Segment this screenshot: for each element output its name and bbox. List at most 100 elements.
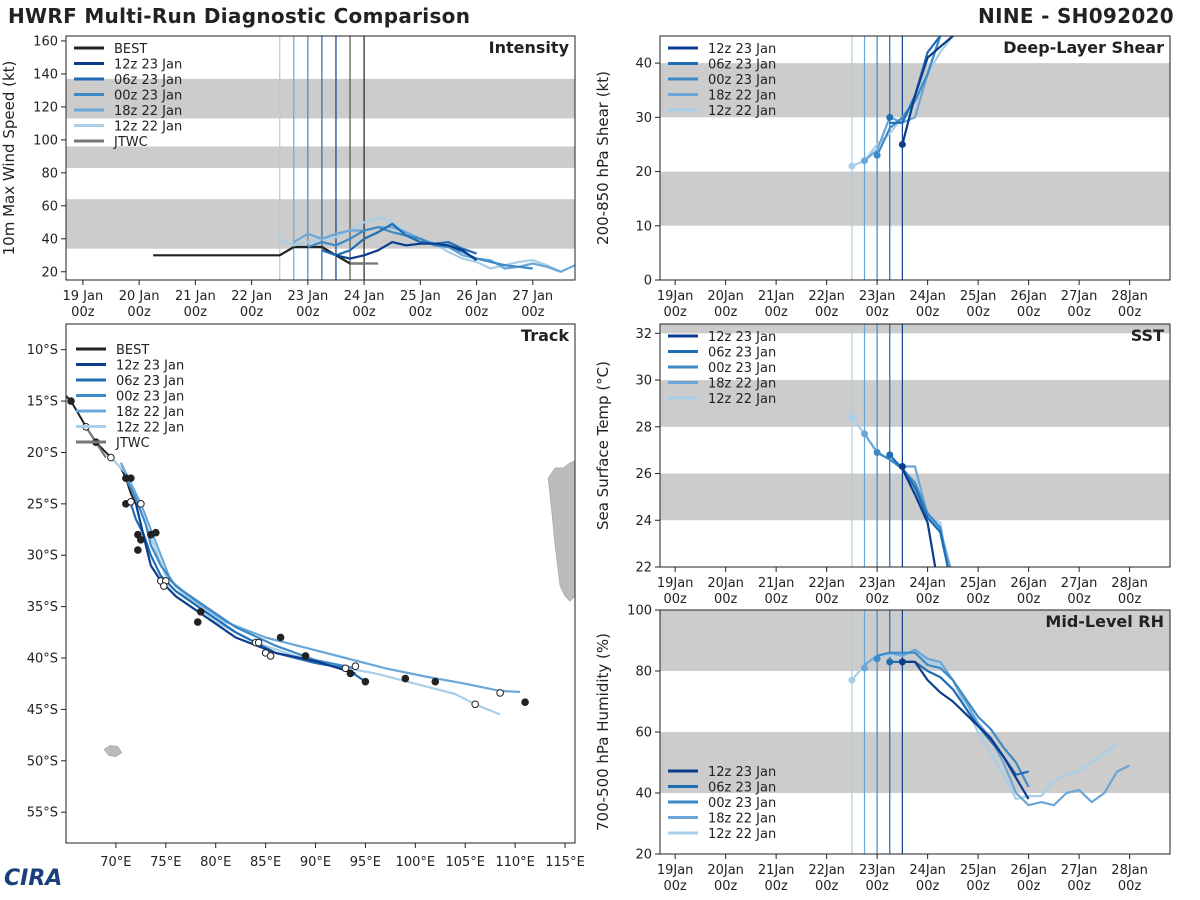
intensity-xtick-label-day: 20 Jan [119, 289, 160, 304]
sst-ytick-label: 22 [635, 561, 652, 576]
shear-legend-label: 06z 23 Jan [708, 58, 776, 73]
rh-legend-label: 12z 23 Jan [708, 765, 776, 780]
shear-xtick-label-hour: 00z [714, 305, 738, 320]
intensity-ylabel: 10m Max Wind Speed (kt) [0, 61, 18, 256]
sst-xtick-label-hour: 00z [815, 592, 839, 607]
rh-xtick-label-day: 20Jan [707, 863, 744, 878]
track-point-open-11 [341, 664, 350, 673]
track-panel-title: Track [521, 326, 569, 345]
intensity-xtick-label-hour: 00z [521, 305, 545, 320]
intensity-panel [61, 35, 576, 285]
track-xtick-label: 95°E [350, 855, 381, 870]
shear-xtick-label-day: 22Jan [808, 289, 845, 304]
sst-ytick-label: 24 [635, 514, 652, 529]
intensity-ytick-label: 80 [41, 166, 58, 181]
rh-xtick-label-hour: 00z [714, 879, 738, 894]
sst-xtick-label-day: 28Jan [1111, 576, 1148, 591]
intensity-xtick-label-day: 23 Jan [287, 289, 328, 304]
track-legend-label: 18z 22 Jan [116, 405, 184, 420]
sst-xtick-label-day: 24Jan [909, 576, 946, 591]
sst-panel [655, 323, 1171, 572]
sst-xtick-label-day: 22Jan [808, 576, 845, 591]
track-ytick-label: 45°S [27, 703, 58, 718]
sst-xtick-label-hour: 00z [764, 592, 788, 607]
rh-xtick-label-hour: 00z [865, 879, 889, 894]
shear-ytick-label: 10 [635, 219, 652, 234]
sst-xtick-label-day: 19Jan [657, 576, 694, 591]
shear-series-12z-23-jan [901, 36, 954, 145]
intensity-xtick-label-hour: 00z [184, 305, 208, 320]
track-ytick-label: 50°S [27, 754, 58, 769]
intensity-ytick-label: 120 [33, 100, 58, 115]
track-point-filled-15 [361, 677, 370, 686]
shear-init-marker-4 [898, 140, 906, 148]
shear-xtick-label-day: 27Jan [1061, 289, 1098, 304]
rh-ytick-label: 80 [635, 665, 652, 680]
intensity-ytick-label: 160 [33, 34, 58, 49]
intensity-band-1 [66, 146, 575, 168]
sst-init-marker-0 [848, 413, 856, 421]
track-point-open-3 [137, 500, 145, 508]
track-ytick-label: 15°S [27, 395, 58, 410]
track-xtick-label: 115°E [545, 855, 585, 870]
sst-band-2 [660, 324, 1170, 334]
sst-legend-label: 18z 22 Jan [708, 377, 776, 392]
track-legend-label: 12z 22 Jan [116, 421, 184, 436]
storm-id: NINE - SH092020 [978, 4, 1174, 28]
track-legend-label: JTWC [115, 436, 150, 451]
sst-legend-label: 00z 23 Jan [708, 361, 776, 376]
track-ytick-label: 55°S [27, 806, 58, 821]
sst-series-12z-23-jan [901, 468, 937, 567]
sst-xtick-label-day: 25Jan [960, 576, 997, 591]
shear-xtick-label-hour: 00z [764, 305, 788, 320]
rh-panel [655, 609, 1171, 859]
track-panel [61, 323, 576, 848]
rh-xtick-label-day: 26Jan [1010, 863, 1047, 878]
rh-xtick-label-hour: 00z [663, 879, 687, 894]
figure-title: HWRF Multi-Run Diagnostic Comparison [8, 4, 471, 28]
shear-band-1 [660, 63, 1170, 118]
track-point-open-6 [160, 582, 168, 590]
track-ytick-label: 10°S [27, 343, 58, 358]
shear-panel-title: Deep-Layer Shear [1003, 38, 1164, 57]
rh-init-marker-4 [898, 658, 906, 666]
track-legend-label: BEST [116, 343, 149, 358]
track-point-open-10 [266, 652, 275, 660]
sst-ylabel: Sea Surface Temp (°C) [594, 361, 612, 530]
rh-xtick-label-hour: 00z [966, 879, 990, 894]
shear-xtick-label-day: 20Jan [707, 289, 744, 304]
rh-panel-title: Mid-Level RH [1045, 612, 1164, 631]
shear-init-marker-2 [873, 151, 881, 159]
intensity-series-12z-23-jan [335, 241, 478, 262]
intensity-xtick-label-hour: 00z [409, 305, 433, 320]
track-point-open-12 [351, 662, 360, 671]
sst-xtick-label-hour: 00z [714, 592, 738, 607]
rh-xtick-label-day: 27Jan [1061, 863, 1098, 878]
intensity-xtick-label-day: 19 Jan [63, 289, 104, 304]
cira-logo: CIRA [4, 866, 63, 891]
rh-ytick-label: 20 [635, 848, 652, 863]
intensity-xtick-label-hour: 00z [352, 305, 376, 320]
track-point-open-14 [496, 689, 504, 697]
shear-band-0 [660, 171, 1170, 226]
rh-ytick-label: 60 [635, 726, 652, 741]
track-point-open-2 [127, 497, 135, 506]
intensity-xtick-label-day: 26 Jan [456, 289, 497, 304]
intensity-legend-label: 12z 22 Jan [114, 120, 182, 135]
intensity-legend-label: 06z 23 Jan [114, 73, 182, 88]
rh-legend-label: 12z 22 Jan [708, 827, 776, 842]
shear-xtick-label-day: 25Jan [960, 289, 997, 304]
shear-panel [655, 35, 1171, 285]
shear-legend-label: 12z 22 Jan [708, 104, 776, 119]
track-xtick-label: 75°E [150, 855, 181, 870]
sst-frame [659, 323, 1171, 568]
sst-xtick-label-hour: 00z [865, 592, 889, 607]
rh-xtick-label-day: 28Jan [1111, 863, 1148, 878]
track-xtick-label: 70°E [100, 855, 131, 870]
sst-ytick-label: 28 [635, 420, 652, 435]
sst-ytick-label: 26 [635, 467, 652, 482]
intensity-xtick-label-hour: 00z [240, 305, 264, 320]
shear-xtick-label-day: 19Jan [657, 289, 694, 304]
sst-init-marker-1 [861, 430, 869, 438]
rh-legend-label: 18z 22 Jan [708, 812, 776, 827]
